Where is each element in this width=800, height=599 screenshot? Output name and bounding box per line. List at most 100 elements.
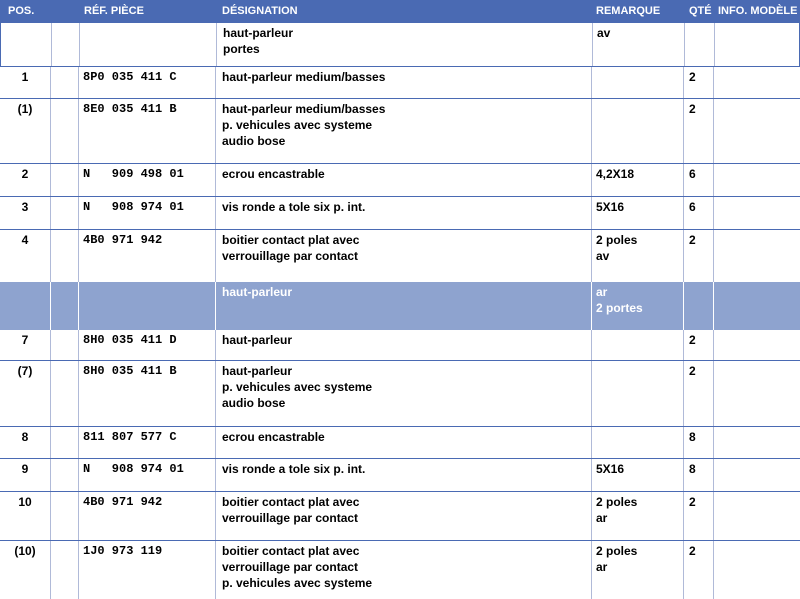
qte-cell-text: 6 [689,200,696,214]
column-divider [713,541,714,599]
table-row[interactable]: 4 4B0 971 942 boitier contact plat avec ver… [0,230,800,282]
column-divider [714,23,715,66]
designation-cell-text: portes [223,42,260,56]
remarque-cell: 5X16 [591,197,683,230]
pos-cell-text: 10 [18,495,32,509]
column-divider [78,541,79,599]
designation-cell-text: p. vehicules avec systeme [222,380,373,394]
designation-cell-text: haut-parleur medium/basses [222,70,386,84]
pos-cell-text: 4 [21,233,29,247]
column-divider [78,230,79,282]
column-divider [591,164,592,197]
designation-cell-text: p. vehicules avec systeme [222,118,373,132]
column-divider [50,541,51,599]
column-divider [78,282,79,330]
column-divider [50,197,51,230]
row-divider [0,360,800,361]
designation-cell-text: ecrou encastrable [222,167,325,181]
column-divider [78,459,79,492]
table-row[interactable]: 1 8P0 035 411 C haut-parleur medium/basses… [0,67,800,99]
table-row[interactable]: 9 N 908 974 01 vis ronde a tole six p. int… [0,459,800,492]
pos-cell-text: (10) [14,544,36,558]
remarque-cell-text: 2 poles [596,544,638,558]
pos-cell-text: 7 [21,333,29,347]
designation-cell: ecrou encastrable [216,427,591,459]
ref-cell-text: 4B0 971 942 [83,233,163,247]
ref-cell: 8E0 035 411 B [78,99,214,164]
col-header-remarque[interactable]: REMARQUE [596,5,661,17]
table-row[interactable]: 3 N 908 974 01 vis ronde a tole six p. int… [0,197,800,230]
pos-cell: 8 [0,427,50,459]
column-divider [215,164,216,197]
column-divider [215,541,216,599]
column-divider [50,492,51,541]
designation-cell: haut-parleur portes [217,23,592,66]
column-divider [591,230,592,282]
ref-cell-text: N 908 974 01 [83,462,184,476]
designation-cell-text: verrouillage par contact [222,560,359,574]
table-row[interactable]: 7 8H0 035 411 D haut-parleur 2 [0,330,800,361]
qte-cell: 6 [683,197,713,230]
ref-cell-text: N 908 974 01 [83,200,184,214]
column-divider [591,197,592,230]
designation-cell-text: haut-parleur medium/basses [222,102,386,116]
column-divider [215,459,216,492]
table-row[interactable]: 2 N 909 498 01 ecrou encastrable 4,2X18 6 [0,164,800,197]
pos-cell: 1 [0,67,50,99]
column-divider [591,282,592,330]
column-divider [50,427,51,459]
ref-cell: 4B0 971 942 [78,492,214,541]
designation-cell-text: haut-parleur [223,26,294,40]
column-divider [683,99,684,164]
remarque-cell: 2 poles av [591,230,683,282]
designation-cell-text: boitier contact plat avec [222,233,360,247]
table-header: POS. RÉF. PIÈCE DÉSIGNATION REMARQUE QTÉ… [0,0,800,22]
column-divider [683,459,684,492]
remarque-cell-text: 2 poles [596,233,638,247]
column-divider [78,361,79,427]
pos-cell: 4 [0,230,50,282]
ref-cell: 1J0 973 119 [78,541,214,599]
column-divider [713,164,714,197]
ref-cell-text: 8H0 035 411 B [83,364,177,378]
table-row[interactable]: (1) 8E0 035 411 B haut-parleur medium/bass… [0,99,800,164]
col-header-ref[interactable]: RÉF. PIÈCE [84,5,144,17]
table-row[interactable]: 8 811 807 577 C ecrou encastrable 8 [0,427,800,459]
ref-cell-text: 811 807 577 C [83,430,177,444]
row-divider [0,458,800,459]
designation-cell-text: verrouillage par contact [222,249,359,263]
ref-cell: N 908 974 01 [78,197,214,230]
col-header-qte[interactable]: QTÉ [689,5,712,17]
column-divider [683,197,684,230]
column-divider [78,99,79,164]
qte-cell: 2 [683,230,713,282]
column-divider [215,99,216,164]
designation-cell: haut-parleur p. vehicules avec systeme aud… [216,361,591,427]
designation-cell: haut-parleur [216,282,591,330]
ref-cell-text: N 909 498 01 [83,167,184,181]
column-divider [713,197,714,230]
column-divider [713,361,714,427]
column-divider [592,23,593,66]
section-row[interactable]: haut-parleur ar 2 portes [0,282,800,330]
column-divider [78,330,79,361]
column-divider [591,99,592,164]
qte-cell: 2 [683,492,713,541]
qte-cell: 2 [683,330,713,361]
column-divider [215,282,216,330]
table-row[interactable]: (10) 1J0 973 119 boitier contact plat avec… [0,541,800,599]
remarque-cell-text: ar [596,560,608,574]
col-header-designation[interactable]: DÉSIGNATION [222,5,298,17]
table-row[interactable]: (7) 8H0 035 411 B haut-parleur p. vehicules… [0,361,800,427]
qte-cell: 2 [683,67,713,99]
section-row[interactable]: haut-parleur portes av [0,22,800,67]
ref-cell-text: 8E0 035 411 B [83,102,177,116]
qte-cell-text: 2 [689,233,696,247]
qte-cell: 2 [683,99,713,164]
pos-cell: 9 [0,459,50,492]
col-header-pos[interactable]: POS. [8,5,35,17]
column-divider [713,282,714,330]
table-row[interactable]: 10 4B0 971 942 boitier contact plat avec ve… [0,492,800,541]
col-header-info[interactable]: INFO. MODÈLE [718,5,798,17]
